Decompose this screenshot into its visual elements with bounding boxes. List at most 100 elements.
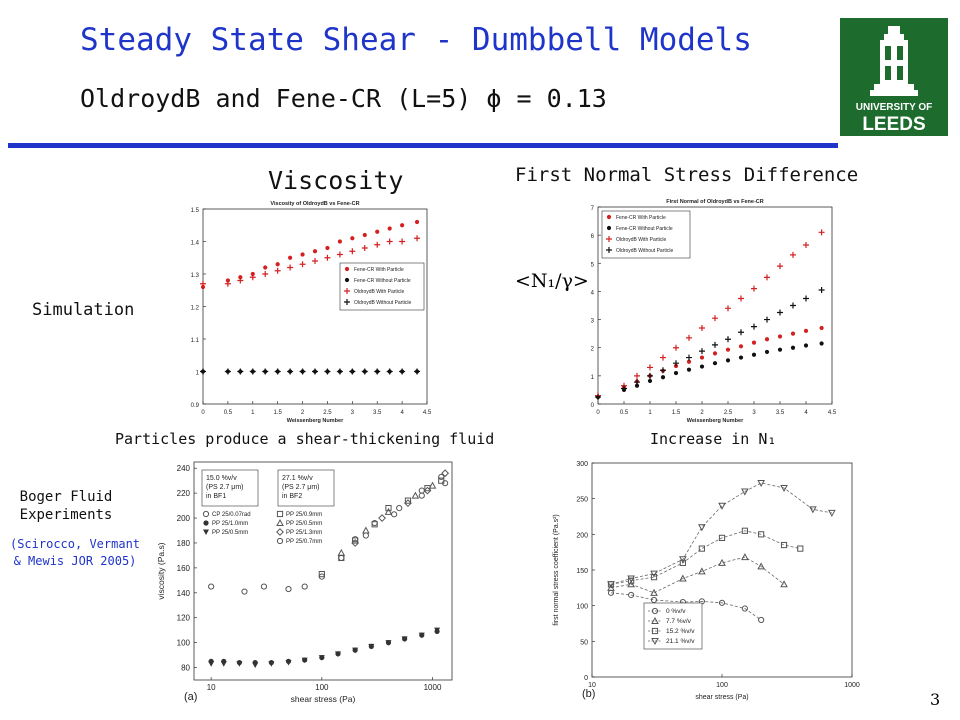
- data-point-4-3: [411, 491, 420, 499]
- legend-marker-4: [276, 518, 284, 526]
- y-tick-label-2: 1.1: [191, 338, 200, 344]
- logo-text-1: UNIVERSITY OF: [856, 102, 933, 113]
- logo-text-2: LEEDS: [862, 114, 925, 135]
- y-axis-label: viscosity (Pa.s): [156, 542, 166, 599]
- data-point-2-15: [399, 238, 406, 245]
- data-point-0-5: [718, 599, 726, 606]
- data-point-0-3: [285, 585, 292, 593]
- data-point-3-15: [399, 368, 406, 375]
- legend-label-3: OldroydB Without Particle: [616, 248, 673, 254]
- data-point-1-3: [679, 574, 687, 582]
- viscosity-experiment-chart: 10 100 1000 80 100 120 140 160 180 200 220 240 shear…: [156, 461, 453, 704]
- data-point-0-10: [738, 344, 744, 349]
- y-tick-label-4: 1.3: [191, 273, 200, 279]
- data-point-6-0: [362, 532, 369, 539]
- legend-marker-1: [651, 616, 659, 624]
- legend-label-4: PP 25/0.5mm: [286, 521, 322, 527]
- legend-box-2-line-0: 27.1 %v/v: [282, 475, 313, 482]
- legend-marker-1: [606, 225, 612, 231]
- data-point-2-7: [758, 531, 765, 538]
- boger-label: Boger Fluid Experiments: [19, 489, 113, 523]
- legend-marker-0: [606, 214, 612, 220]
- data-point-5-4: [441, 469, 450, 478]
- x-tick-label-2: 1: [648, 410, 652, 416]
- series-line-3: [610, 482, 832, 585]
- y-tick-label-3: 140: [177, 589, 191, 598]
- data-point-0-7: [699, 355, 705, 360]
- data-point-3-16: [818, 287, 825, 294]
- data-point-0-2: [260, 583, 268, 590]
- x-tick-label-2: 1000: [424, 683, 442, 692]
- legend: Fene-CR With Particle Fene-CR Without Par…: [601, 210, 691, 259]
- plot-frame: [591, 462, 853, 678]
- data-point-2-6: [301, 657, 308, 664]
- y-tick-label-1: 1: [196, 371, 200, 377]
- data-point-3-2: [352, 537, 359, 544]
- data-point-2-13: [374, 241, 381, 248]
- legend-label-5: PP 25/1.3mm: [286, 530, 322, 536]
- data-point-3-14: [790, 302, 796, 309]
- data-point-5-2: [404, 499, 412, 508]
- data-point-0-14: [790, 331, 796, 336]
- series-3: [318, 477, 445, 578]
- data-point-6-3: [442, 480, 449, 487]
- data-point-2-8: [712, 315, 718, 322]
- y-tick-label-6: 6: [591, 234, 595, 240]
- legend-marker-2: [651, 627, 659, 635]
- data-point-2-16: [414, 235, 421, 242]
- x-tick-label-8: 4: [804, 410, 808, 416]
- data-point-2-9: [352, 647, 359, 654]
- data-point-2-9: [725, 305, 731, 312]
- x-tick-label-5: 2.5: [323, 410, 332, 416]
- data-point-2-2: [650, 574, 658, 581]
- slide-title: Steady State Shear - Dumbbell Models: [80, 22, 752, 58]
- series-6: [362, 480, 449, 539]
- data-point-2-3: [647, 364, 653, 371]
- x-tick-label-0: 0: [596, 410, 600, 416]
- data-point-1-5: [718, 558, 726, 566]
- y-tick-label-1: 50: [580, 639, 588, 646]
- y-tick-label-7: 220: [177, 489, 191, 498]
- data-point-3-8: [312, 368, 318, 375]
- slide-subtitle: OldroydB and Fene-CR (L=5) ϕ = 0.13: [80, 84, 607, 113]
- data-point-3-2: [237, 368, 244, 375]
- data-point-2-7: [318, 655, 325, 661]
- data-point-3-9: [809, 506, 817, 514]
- y-tick-label-5: 180: [177, 539, 191, 548]
- data-point-2-10: [738, 295, 744, 302]
- data-point-1-14: [790, 345, 796, 350]
- data-point-2-7: [699, 325, 705, 332]
- data-point-1-6: [686, 367, 692, 372]
- data-point-3-3: [647, 372, 653, 379]
- data-point-0-1: [241, 588, 248, 595]
- legend-marker-2: [344, 288, 350, 294]
- data-point-2-2: [634, 372, 640, 379]
- legend-label-0: Fene-CR With Particle: [616, 215, 666, 221]
- data-point-1-16: [819, 341, 824, 346]
- legend-label-3: 21.1 %v/v: [666, 638, 695, 645]
- viscosity-label: Viscosity: [268, 166, 404, 195]
- data-point-3-4: [385, 504, 392, 512]
- legend: Fene-CR With Particle Fene-CR Without Par…: [339, 262, 425, 311]
- data-point-0-7: [758, 616, 765, 624]
- data-point-1-15: [803, 343, 809, 348]
- data-point-0-4: [263, 265, 268, 270]
- data-point-0-12: [764, 337, 770, 342]
- data-point-0-4: [301, 583, 308, 590]
- legend-label-2: 15.2 %v/v: [666, 628, 695, 635]
- panel-label: (a): [184, 691, 197, 703]
- chart-title: First Normal of OldroydB vs Fene-CR: [666, 199, 764, 205]
- data-point-3-8: [712, 341, 718, 348]
- legend-marker-0: [344, 266, 350, 272]
- data-point-2-2: [236, 661, 243, 667]
- data-point-6-2: [418, 492, 425, 499]
- data-point-0-13: [375, 229, 380, 234]
- data-point-3-7: [757, 479, 765, 488]
- legend: 0 %v/v 7.7 %v/v 15.2 %v/v 21.1 %v/v: [643, 602, 703, 650]
- n1-simulation-chart: 0 0.5 1 1.5 2 2.5 3 3.5 4 4.5 0 1 2 3 4 5 6 7 First Normal…: [591, 199, 837, 424]
- series-2: [200, 235, 421, 287]
- x-tick-label-6: 3: [752, 410, 756, 416]
- y-tick-label-3: 1.2: [191, 306, 200, 312]
- legend-box-1-line-2: in BF1: [206, 493, 226, 500]
- data-point-2-6: [686, 334, 692, 341]
